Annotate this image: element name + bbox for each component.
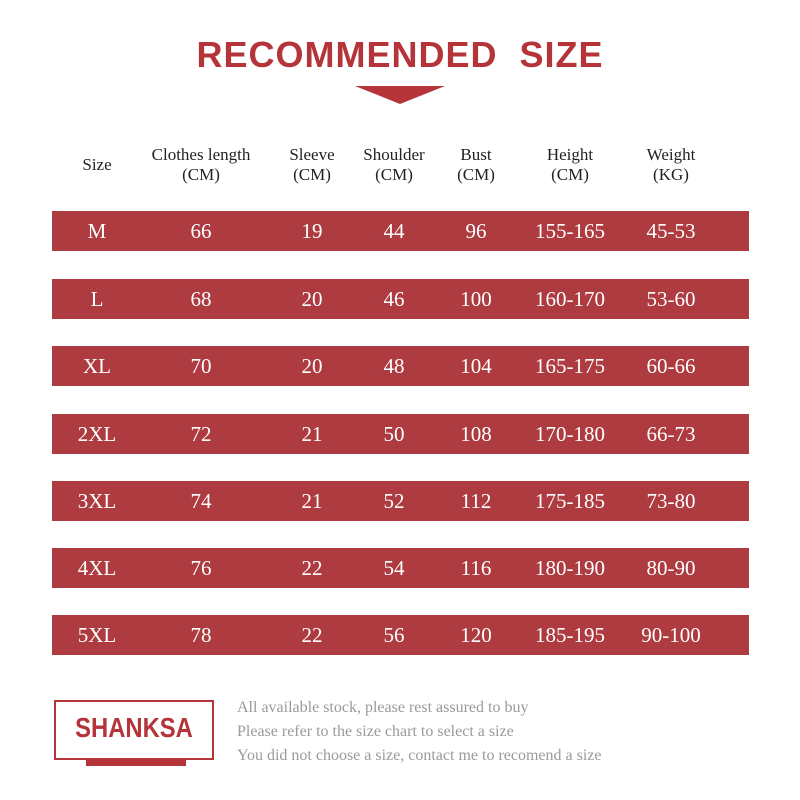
size-cell: 4XL [77,556,117,580]
clothes-length-cell: 78 [190,623,212,647]
table-row: 2XL 72 21 50 108 170-180 66-73 [52,414,749,454]
bust-cell: 96 [465,219,487,243]
sleeve-cell: 20 [301,287,323,311]
shoulder-cell: 44 [383,219,405,243]
brand-underline [86,760,186,766]
table-row: 3XL 74 21 52 112 175-185 73-80 [52,481,749,521]
bust-cell: 116 [460,556,492,580]
table-row: 4XL 76 22 54 116 180-190 80-90 [52,548,749,588]
sleeve-cell: 22 [301,556,323,580]
weight-cell: 73-80 [646,489,696,513]
table-header: Size Clothes length (CM) Sleeve (CM) Sho… [52,145,749,195]
clothes-length-cell: 72 [190,422,212,446]
shoulder-cell: 46 [383,287,405,311]
notes: All available stock, please rest assured… [237,696,602,768]
down-arrow-icon [355,86,445,104]
clothes-length-cell: 76 [190,556,212,580]
table-row: XL 70 20 48 104 165-175 60-66 [52,346,749,386]
page-title: RECOMMENDED SIZE [196,34,604,75]
shoulder-cell: 52 [383,489,405,513]
sleeve-cell: 21 [301,489,323,513]
height-cell: 185-195 [535,623,605,647]
size-cell: L [90,287,104,311]
weight-cell: 53-60 [646,287,696,311]
note-line: Please refer to the size chart to select… [237,723,514,740]
height-cell: 170-180 [535,422,605,446]
bust-cell: 100 [460,287,492,311]
weight-cell: 80-90 [646,556,696,580]
bust-cell: 108 [460,422,492,446]
header-bust: Bust (CM) [457,145,495,184]
header-sleeve: Sleeve (CM) [289,145,335,184]
height-cell: 160-170 [535,287,605,311]
height-cell: 155-165 [535,219,605,243]
bust-cell: 120 [460,623,492,647]
height-cell: 165-175 [535,354,605,378]
header-clothes-length: Clothes length (CM) [151,145,251,184]
clothes-length-cell: 66 [190,219,212,243]
weight-cell: 90-100 [641,623,701,647]
weight-cell: 60-66 [646,354,696,378]
size-cell: 5XL [77,623,117,647]
clothes-length-cell: 70 [190,354,212,378]
height-cell: 175-185 [535,489,605,513]
header-weight: Weight (KG) [646,145,696,184]
shoulder-cell: 56 [383,623,405,647]
sleeve-cell: 22 [301,623,323,647]
note-line: All available stock, please rest assured… [237,699,529,716]
size-cell: 3XL [77,489,117,513]
weight-cell: 66-73 [646,422,696,446]
sleeve-cell: 20 [301,354,323,378]
height-cell: 180-190 [535,556,605,580]
clothes-length-cell: 68 [190,287,212,311]
size-cell: 2XL [77,422,117,446]
bust-cell: 112 [460,489,492,513]
weight-cell: 45-53 [646,219,696,243]
clothes-length-cell: 74 [190,489,212,513]
table-row: 5XL 78 22 56 120 185-195 90-100 [52,615,749,655]
header-shoulder: Shoulder (CM) [363,145,425,184]
shoulder-cell: 54 [383,556,405,580]
size-cell: XL [83,354,111,378]
header-height: Height (CM) [546,145,594,184]
brand-name: SHANKSA [75,712,193,743]
size-cell: M [87,219,107,243]
shoulder-cell: 48 [383,354,405,378]
shoulder-cell: 50 [383,422,405,446]
note-line: You did not choose a size, contact me to… [237,747,602,764]
sleeve-cell: 21 [301,422,323,446]
table-row: L 68 20 46 100 160-170 53-60 [52,279,749,319]
table-row: M 66 19 44 96 155-165 45-53 [52,211,749,251]
sleeve-cell: 19 [301,219,323,243]
brand-logo: SHANKSA [54,700,214,766]
bust-cell: 104 [460,354,492,378]
header-size: Size [82,155,112,174]
